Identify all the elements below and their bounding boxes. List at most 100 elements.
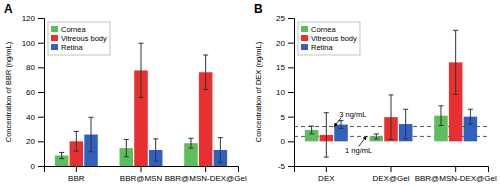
series: [334, 109, 477, 141]
y-axis-title: Concentration of BBR (ng/mL): [4, 41, 13, 142]
tick-label: 0: [281, 137, 286, 146]
error-bar: [339, 121, 344, 129]
y-axis: 0 20 40 60 80 100 120: [22, 14, 45, 171]
tick-mark: [288, 43, 294, 44]
tick: BBR@MSN-DEX@Gel: [165, 166, 247, 183]
legend: CorneaVitreous bodyRetina: [298, 22, 360, 55]
tick: 20: [26, 137, 44, 146]
legend-label: Cornea: [311, 25, 336, 34]
annotations: 3 ng/mL1 ng/mL: [334, 110, 372, 156]
error-bar: [374, 134, 379, 139]
tick-mark: [38, 117, 44, 118]
tick: 60: [26, 88, 44, 97]
legend-label: Vitreous body: [61, 34, 107, 43]
error-bar: [59, 152, 64, 158]
legend-label: Cornea: [61, 25, 86, 34]
tick-mark: [141, 166, 142, 172]
axis-domain: [295, 167, 489, 173]
legend-box: [48, 22, 110, 55]
error-bar: [89, 117, 94, 152]
legend-swatch: [51, 35, 58, 41]
axis-domain: [38, 19, 45, 167]
axis-domain: [288, 19, 295, 167]
panel-title: B: [254, 2, 263, 16]
annotation-arrow: [334, 118, 341, 127]
tick-label: 15: [276, 63, 285, 72]
error-bar: [153, 139, 158, 161]
tick-mark: [288, 141, 294, 142]
tick-mark: [76, 166, 77, 172]
tick: DEX: [318, 166, 335, 183]
tick-mark: [391, 166, 392, 172]
marks: [294, 30, 488, 157]
error-bar: [324, 113, 329, 157]
error-bar: [124, 139, 129, 156]
panel: -50510152025DEXDEX@GelBBR@MSN-DEX@Gel3 n…: [254, 2, 497, 183]
error-bar: [453, 30, 458, 94]
legend-item: Retina: [51, 43, 84, 52]
error-bar: [389, 95, 394, 139]
legend-items: CorneaVitreous bodyRetina: [51, 25, 107, 52]
error-bar: [403, 109, 408, 139]
tick-mark: [38, 43, 44, 44]
tick: 120: [22, 14, 44, 23]
error-bar: [74, 131, 79, 151]
tick: 100: [22, 39, 44, 48]
tick-label: -5: [278, 162, 286, 171]
tick: BBR@MSN: [120, 166, 163, 183]
tick-mark: [38, 18, 44, 19]
legend-item: Cornea: [51, 25, 86, 34]
tick: 0: [281, 137, 294, 146]
tick: 10: [276, 88, 294, 97]
tick-mark: [288, 117, 294, 118]
x-axis: DEXDEX@GelBBR@MSN-DEX@Gel: [295, 166, 497, 183]
tick-label: 10: [276, 88, 285, 97]
tick-label: 25: [276, 14, 285, 23]
error-bar: [309, 126, 314, 134]
legend-label: Retina: [311, 43, 334, 52]
tick: 80: [26, 63, 44, 72]
error-bar: [188, 138, 193, 148]
legend-swatch: [301, 35, 308, 41]
error-bar: [218, 138, 223, 163]
tick-label: 80: [26, 63, 35, 72]
tick: -5: [278, 162, 294, 171]
tick-label: 40: [26, 113, 35, 122]
error-bar: [468, 109, 473, 124]
legend-item: Vitreous body: [301, 34, 357, 43]
tick-label: BBR@MSN: [120, 174, 163, 183]
chart-svg: 020406080100120BBRBBR@MSNBBR@MSN-DEX@Gel…: [0, 0, 500, 186]
legend-box: [298, 22, 360, 55]
legend-label: Vitreous body: [311, 34, 357, 43]
tick-mark: [288, 67, 294, 68]
tick: DEX@Gel: [372, 166, 409, 183]
tick: 20: [276, 39, 294, 48]
tick-mark: [38, 67, 44, 68]
tick-mark: [288, 92, 294, 93]
tick-mark: [326, 166, 327, 172]
tick-label: 0: [31, 162, 36, 171]
legend-item: Vitreous body: [51, 34, 107, 43]
legend-swatch: [51, 44, 58, 50]
tick-mark: [38, 92, 44, 93]
tick-label: DEX@Gel: [372, 174, 409, 183]
legend: CorneaVitreous bodyRetina: [48, 22, 110, 55]
tick: 25: [276, 14, 294, 23]
tick-label: DEX: [318, 174, 335, 183]
series: [70, 43, 213, 166]
tick: 40: [26, 113, 44, 122]
legend-item: Cornea: [301, 25, 336, 34]
tick-label: 5: [281, 113, 286, 122]
error-bar: [438, 106, 443, 126]
tick-mark: [288, 18, 294, 19]
tick-label: 20: [276, 39, 285, 48]
tick: 0: [31, 162, 44, 171]
tick-mark: [455, 166, 456, 172]
annotation-arrow: [359, 136, 367, 146]
y-axis-title: Concentration of DEX (ng/mL): [254, 41, 263, 142]
tick-mark: [38, 166, 44, 167]
tick-label: 120: [22, 14, 36, 23]
plot-area: 020406080100120BBRBBR@MSNBBR@MSN-DEX@Gel…: [22, 14, 247, 183]
legend-item: Retina: [301, 43, 334, 52]
marks: [55, 43, 227, 166]
